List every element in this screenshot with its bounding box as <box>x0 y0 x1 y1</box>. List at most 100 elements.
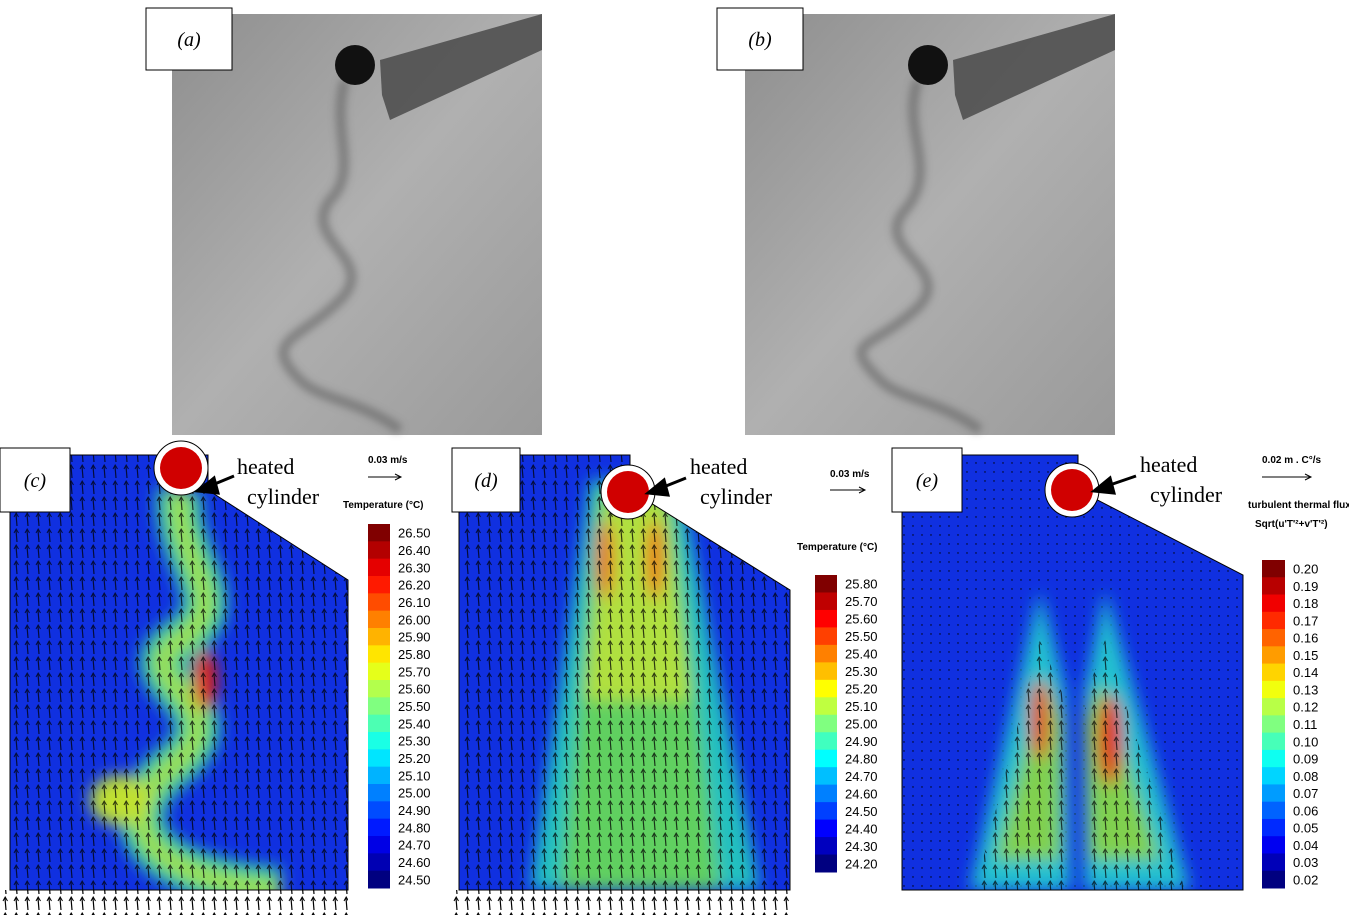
colorbar-swatch <box>815 714 837 733</box>
colorbar-label: 24.90 <box>398 803 431 818</box>
colorbar-swatch <box>815 767 837 786</box>
cylinder-c <box>153 440 209 496</box>
colorbar-swatch <box>1262 801 1285 820</box>
colorbar-swatch <box>815 732 837 751</box>
colorbar-swatch <box>368 524 390 542</box>
colorbar-label: 26.50 <box>398 526 431 541</box>
arrow-row <box>452 890 790 915</box>
colorbar-label: 25.00 <box>845 717 878 732</box>
colorbar-label: 0.09 <box>1293 752 1318 767</box>
colorbar-label: 25.10 <box>845 699 878 714</box>
colorbar-swatch <box>815 784 837 803</box>
colorbar-swatch <box>1262 784 1285 803</box>
colorbar-label: 0.18 <box>1293 596 1318 611</box>
annotation: heated <box>690 454 747 479</box>
annotation: cylinder <box>700 484 773 509</box>
colorbar-label: 24.50 <box>845 804 878 819</box>
colorbar-swatch <box>1262 577 1285 596</box>
colorbar-label: 24.70 <box>845 769 878 784</box>
colorbar-label: 24.50 <box>398 872 431 887</box>
colorbar-label: 25.00 <box>398 786 431 801</box>
colorbar-label: 25.60 <box>398 682 431 697</box>
label-box <box>891 447 963 513</box>
colorbar-label: 25.60 <box>845 612 878 627</box>
colorbar-label: 25.80 <box>398 647 431 662</box>
colorbar-swatch <box>368 680 390 698</box>
colorbar-swatch <box>368 766 390 785</box>
colorbar-swatch <box>1262 836 1285 854</box>
annotation: cylinder <box>247 484 320 509</box>
colorbar-label: 24.20 <box>845 856 878 871</box>
colorbar-swatch <box>368 645 390 664</box>
colorbar-label: 0.11 <box>1293 717 1317 732</box>
colorbar-swatch <box>368 784 390 802</box>
scale-label: 0.03 m/s <box>830 469 870 480</box>
panel-label: (c) <box>24 470 47 492</box>
colorbar-swatch <box>368 818 390 837</box>
annotation: heated <box>1140 452 1197 477</box>
colorbar-label: 25.30 <box>845 664 878 679</box>
field-c <box>10 455 348 890</box>
photo-a <box>172 14 542 435</box>
scale-arrows <box>368 473 1313 494</box>
colorbar-swatch <box>368 714 390 733</box>
colorbar-label: 25.40 <box>398 716 431 731</box>
colorbar-label: 0.14 <box>1293 665 1318 680</box>
colorbar-label: 0.15 <box>1293 648 1318 663</box>
colorbar-label: 0.13 <box>1293 682 1318 697</box>
panel-label: (d) <box>474 470 498 492</box>
colorbar-label: 25.20 <box>398 751 431 766</box>
colorbar-swatch <box>1262 611 1285 630</box>
scale-label: 0.02 m . C°/s <box>1262 455 1321 466</box>
colorbar-label: 0.07 <box>1293 786 1318 801</box>
colorbar-label: 0.04 <box>1293 838 1318 853</box>
colorbar-swatch <box>368 576 390 594</box>
colorbar-swatch <box>815 697 837 716</box>
colorbar-swatch <box>815 627 837 646</box>
colorbar-swatch <box>815 609 837 628</box>
colorbar-label: 25.30 <box>398 734 431 749</box>
colorbar-swatch <box>1262 663 1285 682</box>
scale-label: 0.03 m/s <box>368 455 408 466</box>
colorbar-swatch <box>368 558 390 577</box>
colorbar-label: 24.70 <box>398 838 431 853</box>
colorbar-label: 24.30 <box>845 839 878 854</box>
colorbar-swatch <box>368 836 390 854</box>
colorbar-swatch <box>815 854 837 873</box>
colorbar-swatch <box>368 732 390 750</box>
colorbar-label: 24.80 <box>845 751 878 766</box>
colorbar-label: 26.30 <box>398 560 431 575</box>
legend-title: Sqrt(u'T'²+v'T'²) <box>1255 519 1328 530</box>
colorbar-swatch <box>815 802 837 821</box>
colorbar-swatch <box>1262 853 1285 872</box>
colorbar-label: 25.10 <box>398 768 431 783</box>
colorbar-swatch <box>368 870 390 889</box>
colorbar-swatch <box>368 853 390 872</box>
colorbar-label: 26.10 <box>398 595 431 610</box>
colorbar-swatch <box>815 575 837 593</box>
colorbar-label: 24.80 <box>398 820 431 835</box>
colorbar-label: 25.40 <box>845 647 878 662</box>
colorbar-label: 25.20 <box>845 682 878 697</box>
colorbar-swatch <box>815 592 837 611</box>
colorbar-label: 24.60 <box>398 855 431 870</box>
arrow-row <box>0 890 348 915</box>
colorbar-swatch <box>1262 698 1285 716</box>
annotation: cylinder <box>1150 482 1223 507</box>
colorbar-swatch <box>1262 715 1285 734</box>
colorbar-swatch <box>368 801 390 820</box>
colorbar-label: 25.90 <box>398 630 431 645</box>
colorbar-swatch <box>1262 818 1285 837</box>
colorbar-swatch <box>1262 680 1285 699</box>
colorbar-label: 0.03 <box>1293 855 1318 870</box>
colorbar-swatch <box>1262 870 1285 889</box>
cylinder-e <box>1044 462 1100 518</box>
colorbar-label: 26.00 <box>398 612 431 627</box>
colorbar-label: 0.20 <box>1293 562 1318 577</box>
colorbar-swatch <box>815 644 837 663</box>
colorbar-swatch <box>368 662 390 681</box>
field-d <box>459 455 790 890</box>
cylinder-d <box>600 464 656 520</box>
colorbar-swatch <box>1262 767 1285 785</box>
colorbar-swatch <box>1262 732 1285 751</box>
